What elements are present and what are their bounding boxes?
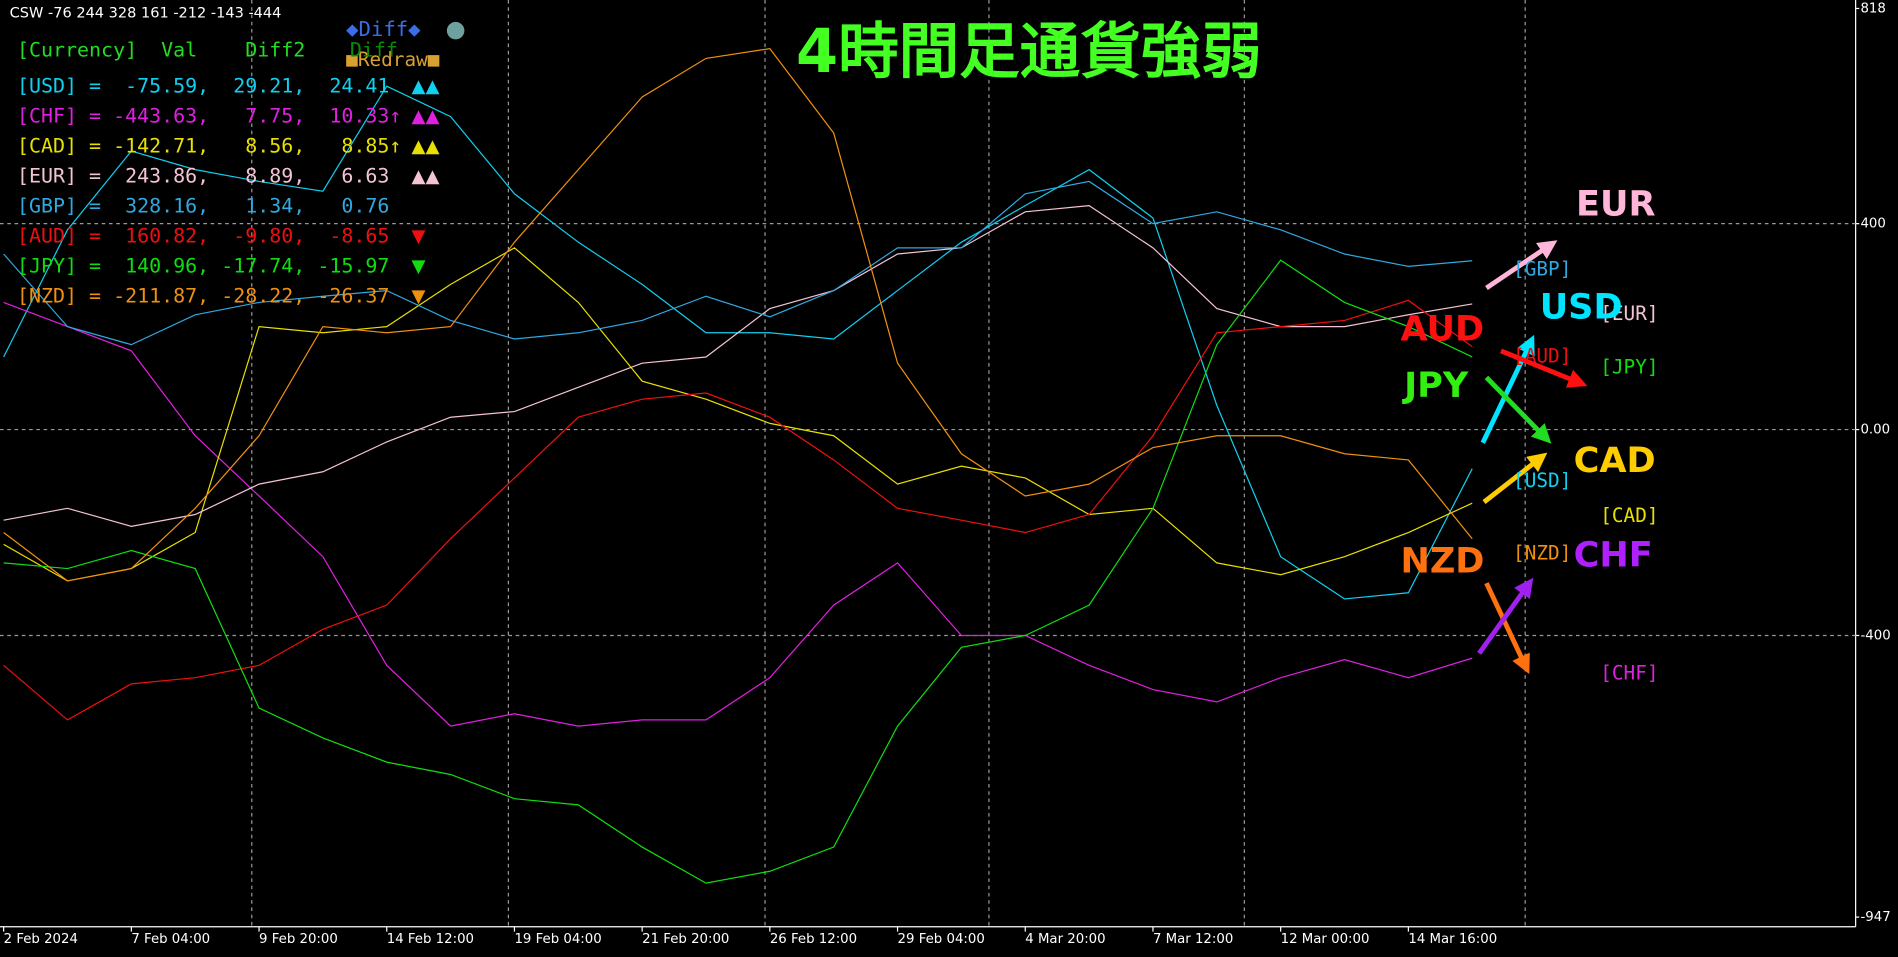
- series-label: [GBP]: [1513, 257, 1571, 280]
- table-signal: ▲▲: [412, 76, 440, 97]
- diff-button[interactable]: ◆Diff◆: [346, 17, 421, 41]
- series-line: [3, 180, 1473, 346]
- series-line: [3, 47, 1473, 582]
- x-tick-label: 12 Mar 00:00: [1281, 932, 1370, 947]
- currency-annotation: USD: [1540, 287, 1623, 328]
- header-text: CSW -76 244 328 161 -212 -143 -444: [10, 5, 282, 21]
- table-row: [EUR] = 243.86, 8.89, 6.63: [17, 164, 389, 188]
- x-tick-label: 21 Feb 20:00: [642, 932, 729, 947]
- table-signal: ▲▲: [412, 166, 440, 187]
- series-label: [AUD]: [1513, 344, 1571, 367]
- series-line: [3, 299, 1473, 721]
- table-signal: ▼: [412, 226, 426, 247]
- vertical-grid: [251, 0, 1526, 927]
- table-header-hidden: Diff: [350, 37, 398, 61]
- x-tick-label: 7 Mar 12:00: [1153, 932, 1233, 947]
- table-row: [AUD] = 160.82, -9.80, -8.65: [17, 224, 389, 248]
- x-tick-label: 29 Feb 04:00: [898, 932, 985, 947]
- table-signal: ▲▲: [412, 106, 440, 127]
- redraw-button[interactable]: ■Redraw■: [346, 48, 440, 71]
- overlay: [USD] = -75.59, 29.21, 24.41 ▲▲ [CHF] = -4…: [17, 74, 1659, 685]
- trend-arrows: [1477, 240, 1588, 675]
- table-row: [JPY] = 140.96, -17.74, -15.97: [17, 254, 389, 278]
- series-line: [3, 247, 1473, 582]
- x-tick-label: 2 Feb 2024: [4, 932, 78, 947]
- table-row: [CHF] = -443.63, 7.75, 10.33↑: [17, 104, 402, 128]
- x-tick-label: 19 Feb 04:00: [514, 932, 601, 947]
- series-label: [CHF]: [1600, 661, 1658, 684]
- currency-annotation: EUR: [1576, 184, 1655, 225]
- x-tick-label: 14 Mar 16:00: [1408, 932, 1497, 947]
- currency-annotation: CAD: [1574, 440, 1656, 481]
- series-line: [3, 301, 1473, 727]
- table-row: [CAD] = -142.71, 8.56, 8.85↑: [17, 134, 402, 158]
- table-signal: ▲▲: [412, 136, 440, 157]
- y-tick-label: 818: [1860, 1, 1885, 16]
- table-signal: ▼: [412, 286, 426, 307]
- currency-annotation: JPY: [1402, 365, 1469, 406]
- series-lines: [0, 47, 1856, 884]
- currency-annotation: NZD: [1401, 541, 1485, 582]
- y-tick-label: 0.00: [1860, 423, 1890, 438]
- table-row: [NZD] = -211.87, -28.22, -26.37: [17, 284, 389, 308]
- currency-annotation: CHF: [1574, 535, 1653, 576]
- series-label: [CAD]: [1600, 504, 1658, 527]
- table-header: [Currency] Val Diff2: [17, 37, 305, 61]
- series-label: [NZD]: [1513, 542, 1571, 565]
- x-tick-label: 14 Feb 12:00: [387, 932, 474, 947]
- currency-annotation: AUD: [1401, 308, 1485, 349]
- table-row: [GBP] = 328.16, 1.34, 0.76: [17, 194, 389, 218]
- y-tick-label: -947: [1860, 910, 1890, 925]
- x-tick-label: 4 Mar 20:00: [1025, 932, 1105, 947]
- series-line: [3, 259, 1473, 884]
- x-tick-label: 26 Feb 12:00: [770, 932, 857, 947]
- table-signal: ▼: [412, 256, 426, 277]
- dot-button[interactable]: ●: [445, 17, 465, 43]
- chart-title: 4時間足通貨強弱: [796, 17, 1262, 87]
- series-label: [EUR]: [1600, 302, 1658, 325]
- x-tick-label: 7 Feb 04:00: [131, 932, 210, 947]
- y-tick-label: 400: [1860, 217, 1885, 232]
- table-row: [USD] = -75.59, 29.21, 24.41: [17, 74, 389, 98]
- series-line: [3, 205, 1473, 527]
- series-label: [USD]: [1513, 469, 1571, 492]
- y-tick-label: -400: [1860, 628, 1890, 643]
- series-label: [JPY]: [1600, 355, 1658, 378]
- x-tick-label: 9 Feb 20:00: [259, 932, 338, 947]
